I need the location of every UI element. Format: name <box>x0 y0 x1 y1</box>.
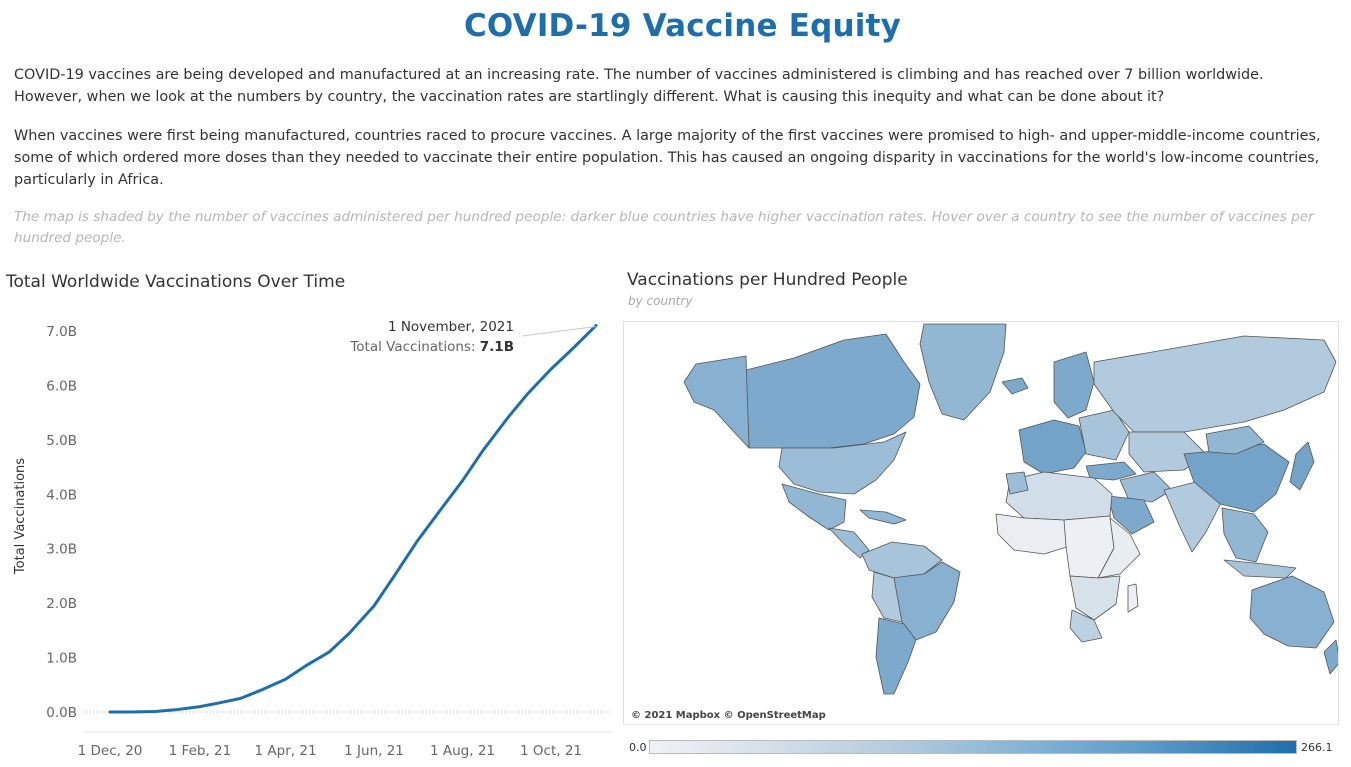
map-region-morocco <box>1005 471 1029 495</box>
map-region-canada <box>745 333 921 449</box>
legend-min-label: 0.0 <box>629 741 647 754</box>
y-tick-label: 5.0B <box>46 433 77 449</box>
y-tick-label: 2.0B <box>46 596 77 612</box>
map-region-south-america-north <box>861 541 943 579</box>
map-region-south-africa <box>1069 609 1103 643</box>
page-title: COVID-19 Vaccine Equity <box>463 8 902 44</box>
color-legend-bar <box>649 740 1297 754</box>
map-region-east-africa <box>1097 517 1141 579</box>
vaccinations-line-chart[interactable]: Total Vaccinations 0.0B 1.0B 2.0B 3.0B 4.0B 5.… <box>0 300 615 767</box>
map-region-bolivia <box>871 571 903 623</box>
intro-paragraph: COVID-19 vaccines are being developed an… <box>14 67 1264 105</box>
map-region-greenland <box>919 323 1007 421</box>
annotation-date: 1 November, 2021 <box>388 319 514 335</box>
map-region-iceland <box>1001 377 1029 395</box>
map-region-mexico <box>781 483 847 531</box>
y-tick-label: 0.0B <box>46 705 77 721</box>
map-title: Vaccinations per Hundred People <box>627 270 908 290</box>
map-credit[interactable]: © 2021 Mapbox © OpenStreetMap <box>629 710 828 721</box>
line-chart-title: Total Worldwide Vaccinations Over Time <box>6 272 346 292</box>
map-region-russia <box>1093 335 1337 433</box>
map-region-west-africa <box>995 513 1071 555</box>
x-tick-label: 1 Aug, 21 <box>430 743 495 759</box>
y-tick-label: 3.0B <box>46 542 77 558</box>
map-region-arabian-peninsula <box>1107 495 1155 535</box>
y-tick-label: 1.0B <box>46 651 77 667</box>
y-tick-label: 6.0B <box>46 378 77 394</box>
map-region-southern-cone <box>875 617 917 695</box>
annotation-label: Total Vaccinations: <box>349 339 479 355</box>
map-region-southern-africa <box>1069 575 1121 621</box>
y-axis-label: Total Vaccinations <box>13 458 28 575</box>
y-tick-label: 7.0B <box>46 324 77 340</box>
map-note: The map is shaded by the number of vacci… <box>14 209 1314 246</box>
map-region-western-europe <box>1018 419 1087 475</box>
map-region-scandinavia <box>1053 351 1095 419</box>
map-region-japan <box>1289 441 1315 491</box>
map-canvas[interactable] <box>624 322 1338 724</box>
world-map[interactable]: © 2021 Mapbox © OpenStreetMap <box>623 321 1339 725</box>
vaccinations-series-line <box>108 324 598 714</box>
map-region-australia <box>1249 575 1335 649</box>
x-tick-label: 1 Jun, 21 <box>344 743 404 759</box>
map-region-middle-east <box>1119 471 1173 503</box>
map-region-southeast-asia <box>1221 507 1269 563</box>
annotation-total: Total Vaccinations: 7.1B <box>349 339 514 355</box>
map-region-eastern-europe <box>1078 409 1130 461</box>
context-paragraph: When vaccines were first being manufactu… <box>14 128 1321 188</box>
map-region-new-zealand <box>1323 639 1338 675</box>
x-tick-label: 1 Dec, 20 <box>78 743 143 759</box>
annotation-leader <box>521 326 597 337</box>
map-region-caribbean <box>859 509 907 525</box>
map-subtitle: by country <box>628 294 693 308</box>
map-region-indonesia <box>1223 559 1297 579</box>
map-region-madagascar <box>1127 583 1139 613</box>
x-tick-label: 1 Feb, 21 <box>169 743 232 759</box>
map-region-alaska <box>683 355 750 449</box>
map-region-united-states <box>778 431 907 495</box>
legend-max-label: 266.1 <box>1301 741 1333 754</box>
x-tick-label: 1 Apr, 21 <box>255 743 317 759</box>
x-tick-label: 1 Oct, 21 <box>520 743 582 759</box>
y-tick-label: 4.0B <box>46 487 77 503</box>
annotation-value: 7.1B <box>480 339 514 355</box>
map-region-turkey <box>1085 461 1137 481</box>
map-region-mongolia <box>1205 425 1265 455</box>
